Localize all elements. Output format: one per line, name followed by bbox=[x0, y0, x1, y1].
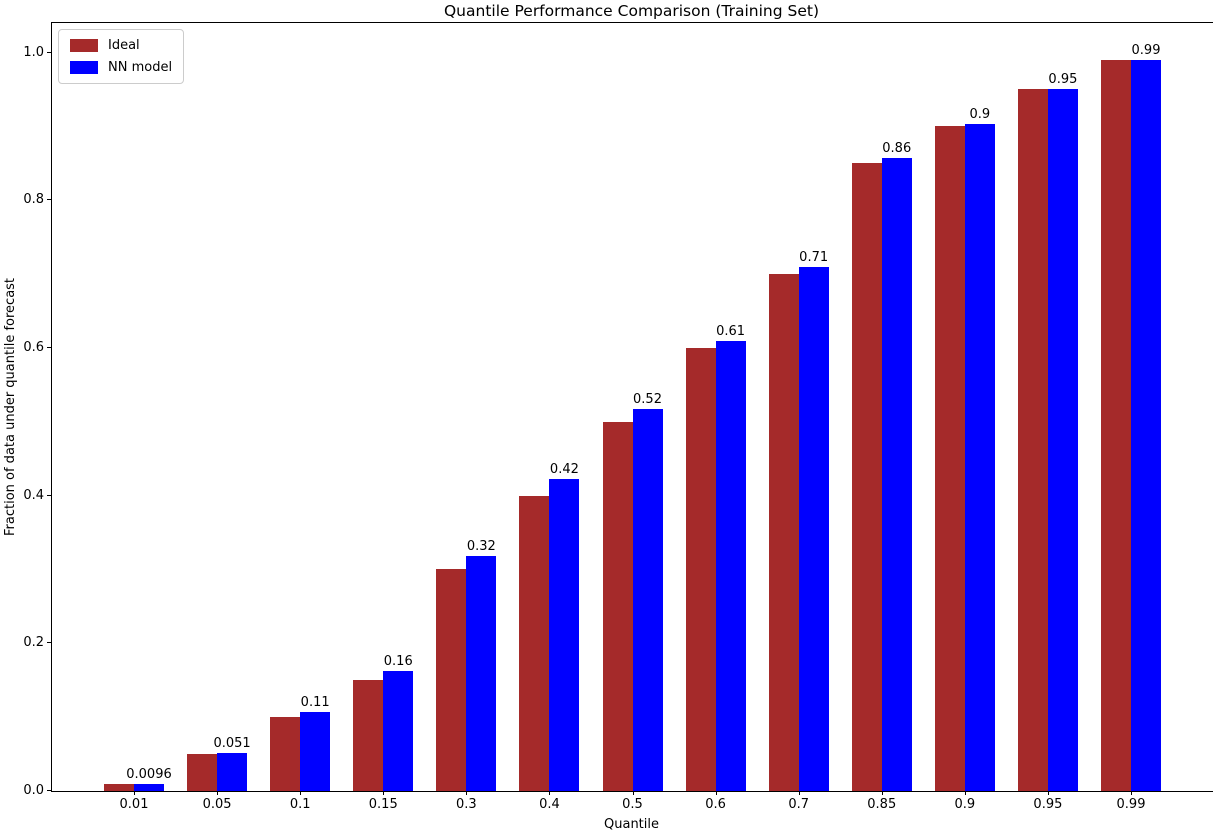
bar-nn-model bbox=[383, 670, 414, 791]
bar-ideal bbox=[1017, 89, 1048, 791]
y-tick-mark bbox=[47, 642, 51, 644]
legend-label-ideal: Ideal bbox=[108, 38, 140, 53]
x-tick-mark bbox=[217, 791, 219, 795]
legend-entry-ideal: Ideal bbox=[70, 38, 172, 53]
bar-ideal bbox=[436, 569, 467, 791]
y-tick-mark bbox=[47, 346, 51, 348]
y-axis: 0.0 0.2 0.4 0.6 0.8 1.0 bbox=[23, 23, 1213, 798]
bar-value-label: 0.0096 bbox=[126, 766, 172, 782]
x-tick-mark bbox=[715, 791, 717, 795]
bar-nn-model bbox=[964, 124, 995, 791]
bar-ideal bbox=[851, 163, 882, 791]
x-axis-label: Quantile bbox=[604, 817, 659, 832]
bar-ideal bbox=[768, 274, 799, 791]
bar-value-label: 0.11 bbox=[300, 695, 330, 710]
y-tick-mark bbox=[47, 51, 51, 53]
x-tick-mark bbox=[632, 791, 634, 795]
y-tick-label: 0.0 bbox=[23, 783, 44, 798]
x-tick-mark bbox=[383, 791, 385, 795]
y-tick-label: 0.6 bbox=[23, 339, 44, 355]
bar-ideal bbox=[270, 717, 301, 791]
x-tick-label: 0.5 bbox=[622, 797, 643, 812]
y-tick-label: 0.2 bbox=[23, 635, 44, 651]
bar-value-label: 0.42 bbox=[549, 462, 579, 478]
bar-nn-model bbox=[715, 340, 746, 791]
x-tick-label: 0.01 bbox=[119, 797, 149, 812]
x-tick-label: 0.4 bbox=[539, 797, 560, 812]
x-tick-mark bbox=[1047, 791, 1049, 795]
bar-ideal bbox=[602, 421, 633, 791]
x-tick-mark bbox=[1131, 791, 1132, 795]
bar-ideal bbox=[104, 783, 134, 791]
y-tick-label: 0.4 bbox=[23, 487, 44, 503]
x-tick-mark bbox=[964, 791, 966, 795]
bar-nn-model bbox=[632, 409, 663, 791]
bar-value-label: 0.051 bbox=[213, 736, 251, 752]
bar-value-label: 0.61 bbox=[716, 323, 746, 339]
x-tick-label: 0.3 bbox=[455, 797, 477, 812]
x-tick-mark bbox=[549, 791, 551, 795]
bar-ideal bbox=[187, 754, 218, 791]
plot-area: 0.0 0.2 0.4 0.6 0.8 1.0 0.01 0.05 0.1 0.15 0.3 0.4… bbox=[23, 22, 1213, 812]
x-tick-label: 0.99 bbox=[1116, 797, 1146, 812]
x-tick-mark bbox=[881, 791, 883, 795]
bar-ideal bbox=[353, 680, 384, 791]
bar-ideal bbox=[1101, 59, 1131, 791]
legend-label-nn-model: NN model bbox=[108, 60, 173, 75]
y-axis-label: Fraction of data under quantile forecast bbox=[3, 277, 18, 537]
x-axis: 0.01 0.05 0.1 0.15 0.3 0.4 0.5 0.6 0.7 0.85 0.9 0.9… bbox=[52, 23, 1213, 812]
bar-ideal bbox=[685, 347, 716, 791]
bar-nn-model bbox=[300, 712, 331, 791]
bar-value-label: 0.99 bbox=[1131, 42, 1161, 58]
x-tick-mark bbox=[466, 791, 468, 795]
bar-value-label: 0.95 bbox=[1048, 72, 1078, 88]
bar-nn-model bbox=[881, 158, 912, 791]
bar-nn-model bbox=[1047, 89, 1078, 791]
bar-ideal bbox=[519, 495, 550, 791]
bar-nn-model bbox=[466, 556, 497, 791]
bar-value-label: 0.52 bbox=[633, 392, 662, 408]
x-tick-label: 0.9 bbox=[954, 797, 976, 812]
legend: Ideal NN model bbox=[58, 29, 185, 84]
bar-value-label: 0.16 bbox=[383, 653, 413, 669]
bars-layer: 0.0096 0.051 0.11 0.16 0.32 0.42 0.52 0.61 0.71 0… bbox=[52, 23, 1213, 791]
x-tick-mark bbox=[300, 791, 302, 795]
bar-value-label: 0.32 bbox=[466, 539, 496, 555]
bar-nn-model bbox=[549, 479, 580, 791]
y-tick-mark bbox=[47, 199, 51, 201]
bar-nn-model bbox=[217, 753, 248, 791]
x-tick-label: 0.05 bbox=[202, 797, 232, 812]
bar-value-label: 0.86 bbox=[882, 141, 912, 157]
nn-model-series-swatch-icon bbox=[70, 61, 98, 74]
x-tick-label: 0.6 bbox=[705, 797, 726, 812]
x-tick-label: 0.15 bbox=[368, 797, 398, 812]
y-tick-mark bbox=[47, 790, 51, 791]
y-tick-label: 0.8 bbox=[23, 192, 44, 208]
x-tick-label: 0.85 bbox=[867, 797, 897, 812]
x-tick-label: 0.1 bbox=[289, 797, 311, 812]
legend-entry-nn-model: NN model bbox=[70, 60, 172, 75]
y-tick-label: 1.0 bbox=[23, 44, 44, 60]
bar-nn-model bbox=[134, 783, 164, 791]
chart-title: Quantile Performance Comparison (Trainin… bbox=[443, 2, 819, 20]
y-tick-mark bbox=[47, 494, 51, 496]
bar-ideal bbox=[934, 126, 965, 791]
ideal-series-swatch-icon bbox=[70, 39, 98, 52]
x-tick-label: 0.95 bbox=[1033, 797, 1063, 812]
bar-value-label: 0.9 bbox=[969, 107, 991, 123]
bar-nn-model bbox=[1131, 59, 1161, 791]
x-tick-label: 0.7 bbox=[788, 797, 809, 812]
x-tick-mark bbox=[798, 791, 800, 795]
x-tick-mark bbox=[134, 791, 135, 795]
bar-value-label: 0.71 bbox=[799, 249, 829, 265]
bar-nn-model bbox=[798, 266, 829, 791]
